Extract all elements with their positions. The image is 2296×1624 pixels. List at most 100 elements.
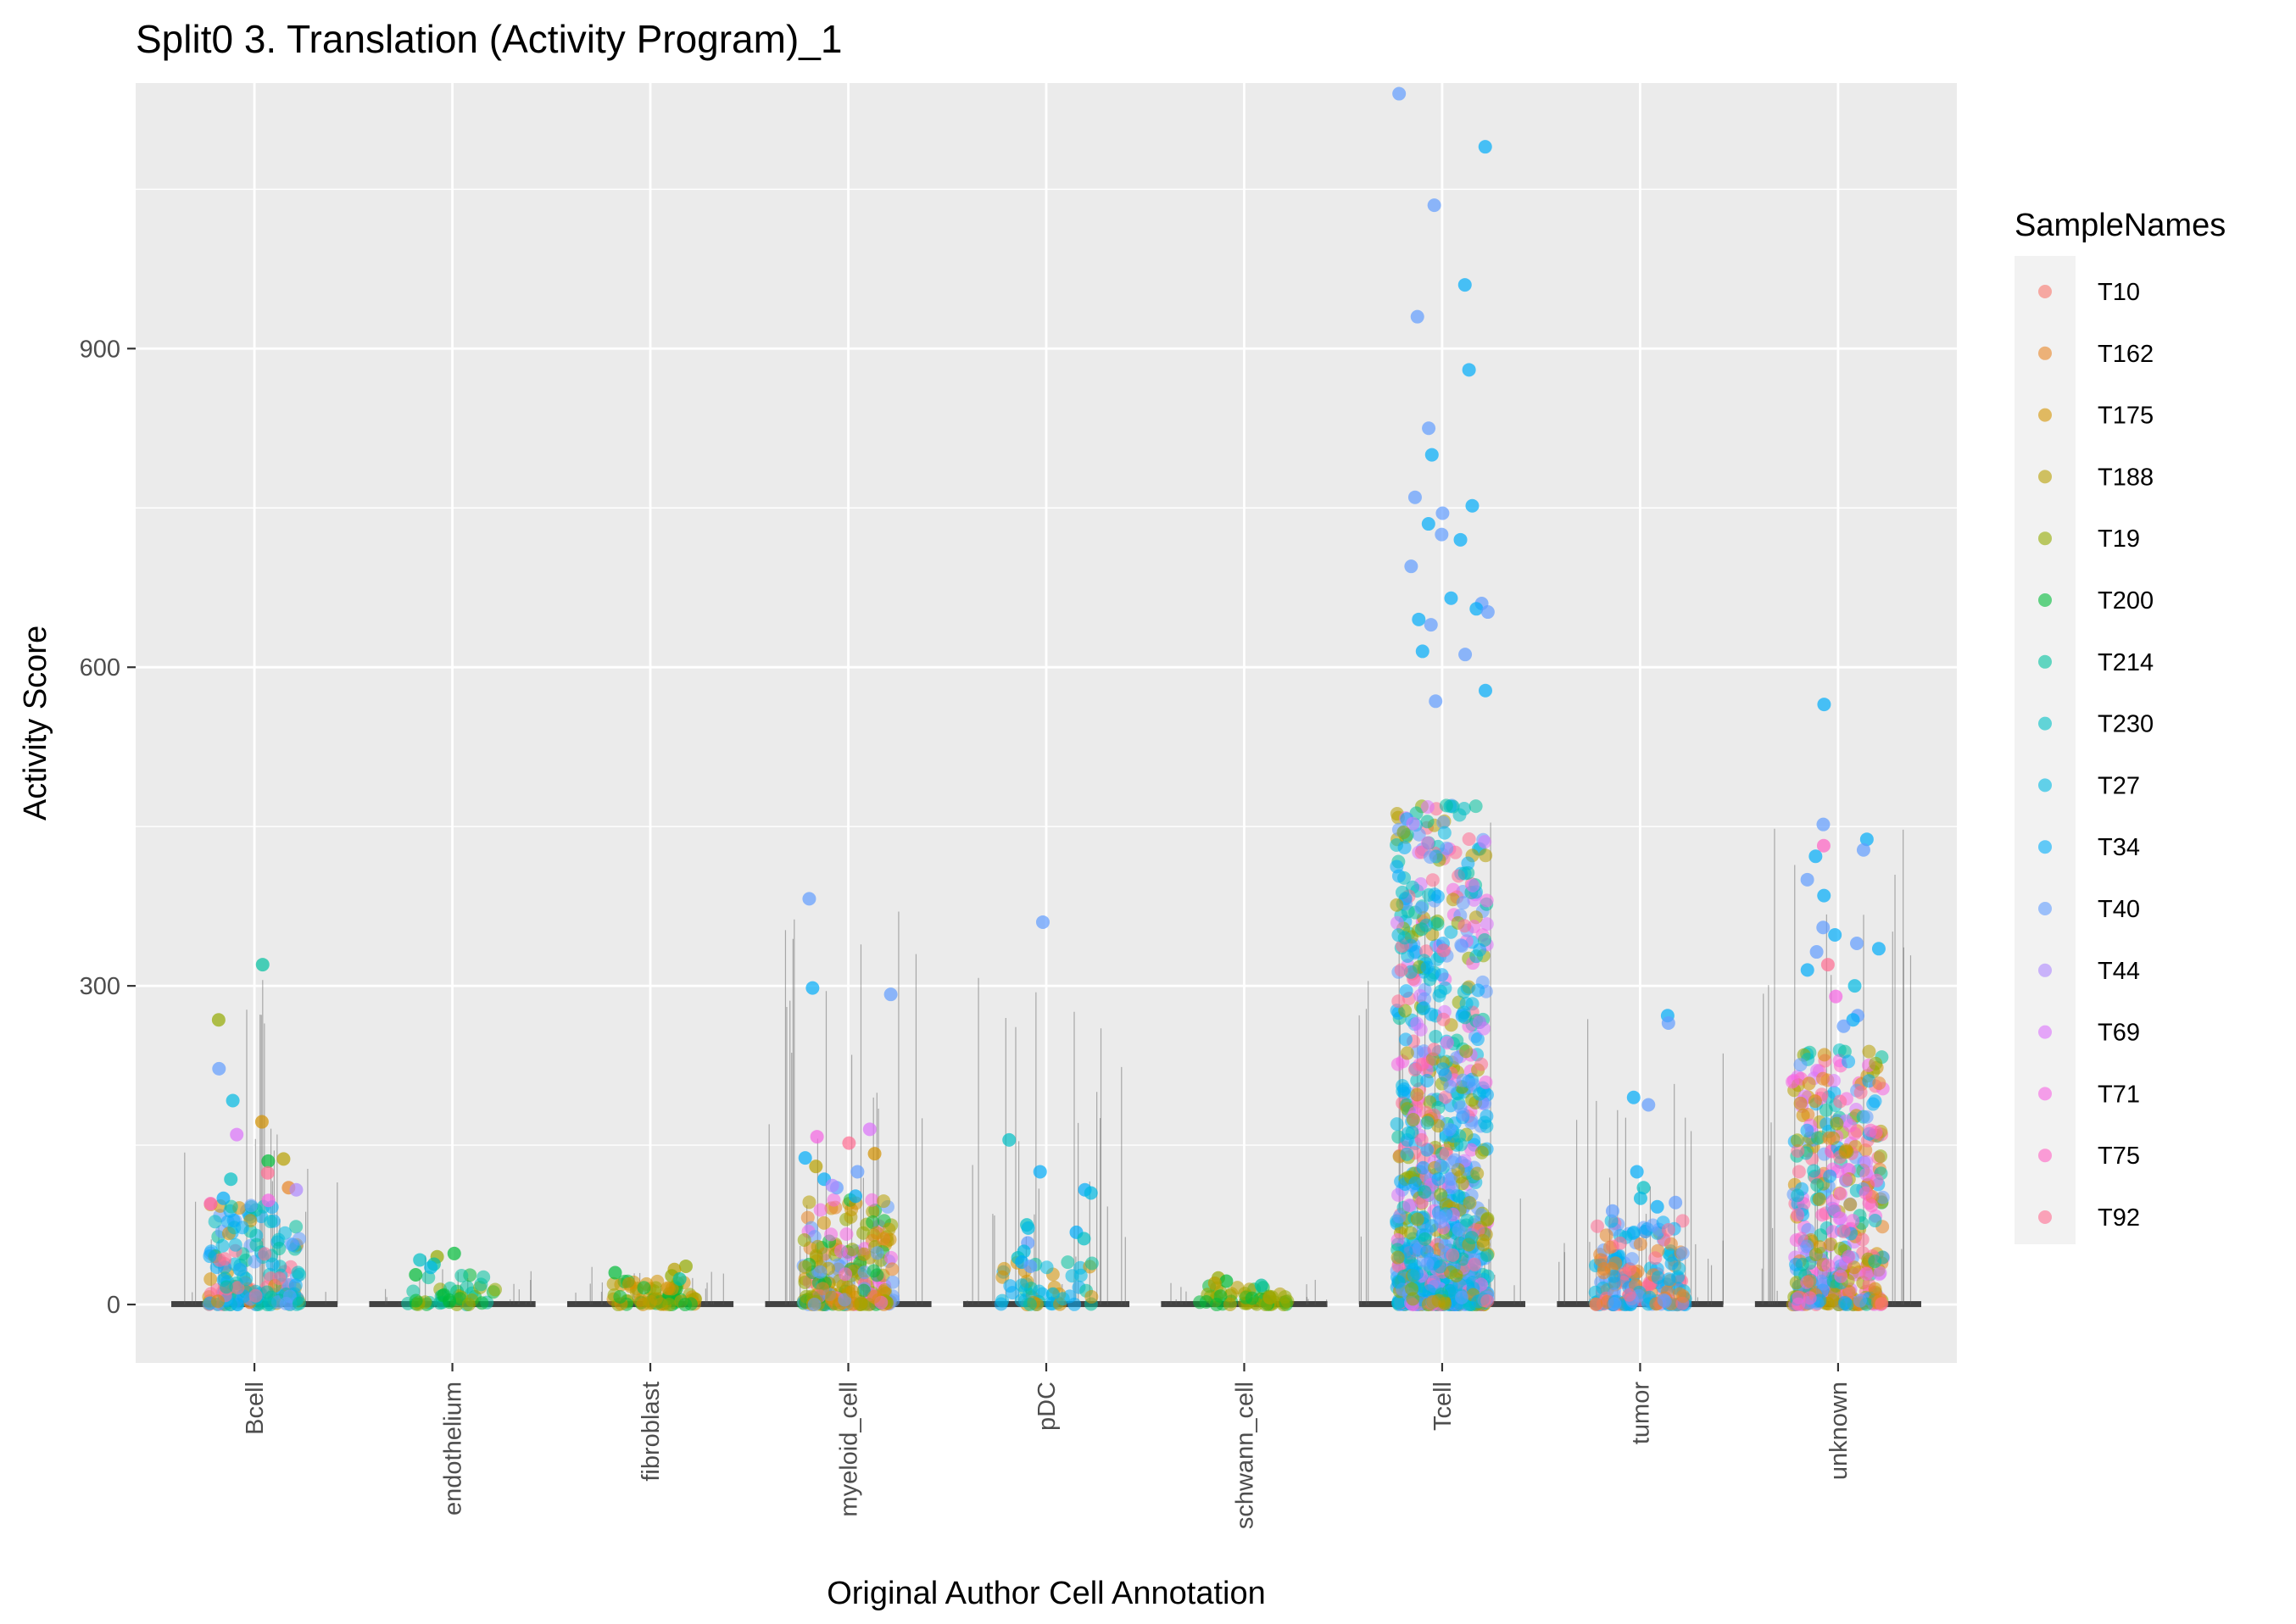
data-point-outlier <box>1820 958 1835 972</box>
data-point <box>1406 816 1420 831</box>
data-point <box>1230 1281 1245 1295</box>
data-point <box>802 1195 816 1210</box>
data-point <box>1444 925 1458 939</box>
data-point-outlier <box>447 1246 461 1260</box>
data-point <box>1454 1137 1468 1152</box>
data-point <box>288 1278 303 1293</box>
data-point <box>1822 1131 1836 1145</box>
data-point-outlier <box>825 1178 839 1193</box>
data-point-outlier <box>1816 838 1831 853</box>
legend-label: T214 <box>2098 649 2154 676</box>
data-point <box>1480 893 1494 908</box>
data-point <box>1391 994 1406 1009</box>
data-point <box>1402 1198 1417 1212</box>
data-point <box>1460 1213 1474 1227</box>
data-point-outlier <box>260 1165 275 1180</box>
data-point <box>642 1296 656 1310</box>
data-point <box>1874 1149 1888 1164</box>
data-point <box>1404 1255 1418 1270</box>
data-point <box>1431 1293 1446 1308</box>
data-point <box>1446 1155 1460 1170</box>
data-point-outlier <box>1254 1278 1268 1293</box>
data-point-outlier <box>1478 140 1492 154</box>
data-point-outlier <box>1422 421 1436 436</box>
data-point-outlier <box>1856 843 1870 857</box>
data-point <box>1442 1122 1457 1137</box>
data-point <box>884 1250 899 1265</box>
data-point <box>1459 1044 1474 1059</box>
data-point <box>816 1282 830 1296</box>
data-point-outlier <box>226 1093 240 1108</box>
data-point <box>1826 1073 1841 1087</box>
data-point <box>1817 1048 1831 1062</box>
data-point <box>1470 1166 1485 1181</box>
data-point-outlier <box>1859 832 1874 847</box>
data-point-outlier <box>1809 945 1824 959</box>
data-point <box>1810 1178 1825 1193</box>
data-point <box>1420 800 1435 815</box>
data-point <box>1438 1238 1452 1253</box>
data-point-outlier <box>224 1172 238 1187</box>
data-point-outlier <box>862 1122 877 1137</box>
legend-label: T230 <box>2098 711 2154 738</box>
data-point <box>1394 963 1408 977</box>
data-point <box>1466 878 1480 893</box>
data-point <box>1591 1219 1605 1233</box>
data-point-outlier <box>1084 1186 1098 1200</box>
data-point-outlier <box>1850 937 1864 951</box>
data-point <box>1023 1297 1037 1311</box>
data-point <box>1265 1290 1279 1304</box>
data-point <box>807 1298 822 1312</box>
data-point <box>1391 869 1406 883</box>
data-point <box>264 1215 278 1229</box>
x-tick-label: tumor <box>1627 1382 1654 1444</box>
legend-label: T200 <box>2098 587 2154 615</box>
data-point-outlier <box>1462 363 1476 377</box>
data-point <box>1608 1256 1623 1271</box>
data-point <box>203 1272 218 1287</box>
data-point <box>235 1221 249 1235</box>
data-point <box>1862 1074 1876 1088</box>
data-point <box>854 1296 868 1310</box>
data-point <box>1651 1271 1665 1285</box>
data-point-outlier <box>1035 915 1050 929</box>
data-point-outlier <box>1661 1016 1675 1031</box>
data-point-outlier <box>1457 278 1472 292</box>
legend-key <box>2038 778 2052 793</box>
data-point <box>1439 798 1453 813</box>
data-point <box>1209 1298 1223 1312</box>
data-point <box>1430 889 1445 904</box>
data-point <box>866 1215 880 1229</box>
data-point-outlier <box>842 1136 856 1150</box>
data-point-outlier <box>1816 920 1831 935</box>
data-point-outlier <box>1808 849 1823 864</box>
data-point <box>1859 1167 1874 1182</box>
data-point <box>678 1298 693 1312</box>
data-point <box>1789 1257 1803 1271</box>
data-point <box>1406 1292 1420 1306</box>
data-point <box>1847 1126 1862 1141</box>
data-point-outlier <box>1836 1019 1851 1033</box>
data-point <box>1422 1284 1436 1299</box>
data-point <box>1618 1266 1632 1281</box>
data-point <box>1003 1279 1017 1293</box>
data-point-outlier <box>203 1197 218 1211</box>
data-point <box>1648 1251 1663 1265</box>
data-point <box>258 1247 272 1261</box>
data-point <box>1278 1290 1292 1304</box>
data-point <box>844 1210 858 1224</box>
data-point <box>1431 1172 1446 1187</box>
data-point <box>1437 826 1452 840</box>
data-point <box>1812 1193 1826 1207</box>
data-point <box>1830 1116 1844 1131</box>
data-point <box>1480 1249 1494 1263</box>
data-point <box>824 1290 839 1304</box>
data-point <box>1463 1196 1477 1210</box>
data-point <box>1199 1295 1213 1310</box>
data-point <box>661 1282 676 1296</box>
data-point <box>877 1194 891 1209</box>
data-point <box>218 1252 232 1266</box>
data-point <box>1479 1075 1493 1089</box>
data-point <box>1440 1036 1454 1050</box>
